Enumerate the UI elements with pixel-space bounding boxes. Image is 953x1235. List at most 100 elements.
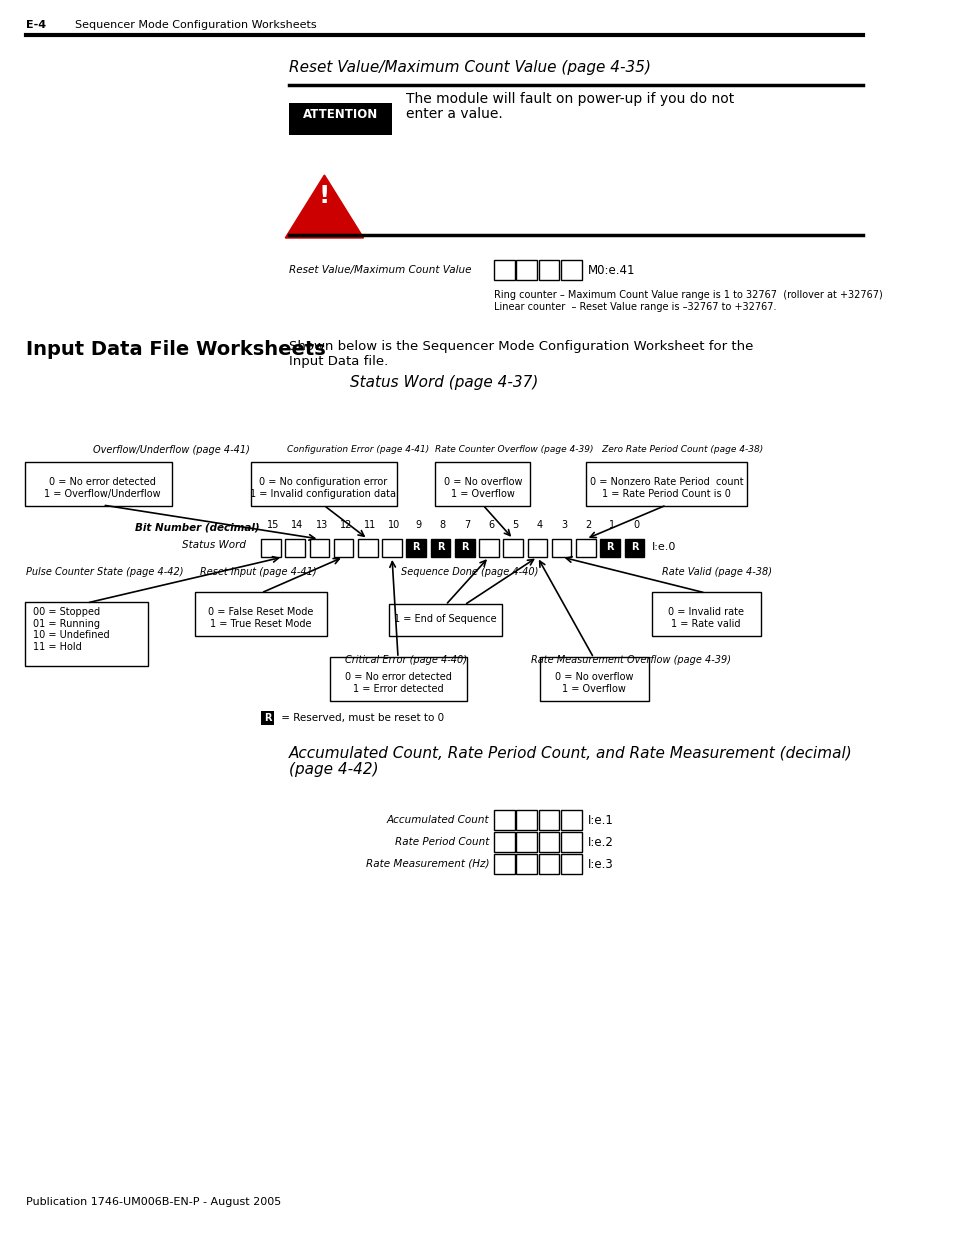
Text: 4: 4 (537, 520, 542, 530)
Text: R: R (630, 542, 638, 552)
Text: Accumulated Count: Accumulated Count (386, 815, 489, 825)
Bar (494, 832, 514, 852)
Text: Pulse Counter State (page 4-42): Pulse Counter State (page 4-42) (26, 567, 183, 577)
Bar (538, 810, 558, 830)
Text: Rate Valid (page 4-38): Rate Valid (page 4-38) (661, 567, 771, 577)
Bar (516, 853, 537, 874)
Bar (527, 538, 547, 557)
FancyBboxPatch shape (251, 462, 396, 506)
Text: 10: 10 (388, 520, 400, 530)
Text: Reset Value/Maximum Count Value: Reset Value/Maximum Count Value (289, 266, 471, 275)
FancyBboxPatch shape (651, 592, 760, 636)
Bar (357, 538, 377, 557)
Text: I:e.0: I:e.0 (651, 542, 676, 552)
Text: ATTENTION: ATTENTION (302, 109, 377, 121)
Bar (538, 261, 558, 280)
Bar (560, 832, 581, 852)
Text: R: R (460, 542, 468, 552)
Text: Input Data file.: Input Data file. (289, 354, 388, 368)
Text: 00 = Stopped
01 = Running
10 = Undefined
11 = Hold: 00 = Stopped 01 = Running 10 = Undefined… (32, 606, 110, 652)
Bar (494, 810, 514, 830)
Text: 12: 12 (339, 520, 352, 530)
FancyBboxPatch shape (388, 604, 502, 636)
Bar (516, 261, 537, 280)
Text: 8: 8 (439, 520, 445, 530)
Text: 0 = Invalid rate
1 = Rate valid: 0 = Invalid rate 1 = Rate valid (667, 606, 743, 629)
Bar (624, 538, 643, 557)
Bar (599, 538, 619, 557)
FancyBboxPatch shape (586, 462, 746, 506)
Text: Reset Value/Maximum Count Value (page 4-35): Reset Value/Maximum Count Value (page 4-… (289, 61, 650, 75)
Bar (285, 538, 305, 557)
Text: 7: 7 (463, 520, 470, 530)
Bar (406, 538, 426, 557)
Text: 0 = False Reset Mode
1 = True Reset Mode: 0 = False Reset Mode 1 = True Reset Mode (208, 606, 314, 629)
FancyBboxPatch shape (435, 462, 530, 506)
Text: Rate Measurement (Hz): Rate Measurement (Hz) (366, 860, 489, 869)
Text: enter a value.: enter a value. (405, 107, 501, 121)
Text: Bit Number (decimal): Bit Number (decimal) (135, 522, 259, 532)
FancyBboxPatch shape (330, 657, 467, 701)
Bar (261, 711, 274, 725)
Text: R: R (606, 542, 613, 552)
Text: Shown below is the Sequencer Mode Configuration Worksheet for the: Shown below is the Sequencer Mode Config… (289, 340, 753, 353)
Bar (309, 538, 329, 557)
Bar (430, 538, 450, 557)
Text: 0 = No overflow
1 = Overflow: 0 = No overflow 1 = Overflow (443, 477, 521, 499)
Text: M0:e.41: M0:e.41 (588, 263, 635, 277)
Text: 2: 2 (584, 520, 591, 530)
Bar (538, 853, 558, 874)
Text: = Reserved, must be reset to 0: = Reserved, must be reset to 0 (277, 713, 443, 722)
FancyBboxPatch shape (25, 601, 148, 666)
Text: Publication 1746-UM006B-EN-P - August 2005: Publication 1746-UM006B-EN-P - August 20… (26, 1197, 281, 1207)
Text: 0: 0 (633, 520, 639, 530)
Text: R: R (436, 542, 444, 552)
Text: Configuration Error (page 4-41)  Rate Counter Overflow (page 4-39)   Zero Rate P: Configuration Error (page 4-41) Rate Cou… (287, 445, 762, 454)
Text: R: R (412, 542, 419, 552)
Text: Status Word: Status Word (182, 540, 246, 550)
Text: 9: 9 (416, 520, 421, 530)
Bar (576, 538, 595, 557)
Text: Critical Error (page 4-40): Critical Error (page 4-40) (345, 655, 466, 664)
Bar (551, 538, 571, 557)
Bar (494, 853, 514, 874)
Bar (261, 538, 280, 557)
Text: 14: 14 (291, 520, 303, 530)
Bar (455, 538, 474, 557)
Bar (289, 103, 391, 135)
Text: Linear counter  – Reset Value range is –32767 to +32767.: Linear counter – Reset Value range is –3… (494, 303, 776, 312)
Text: Ring counter – Maximum Count Value range is 1 to 32767  (rollover at +32767): Ring counter – Maximum Count Value range… (494, 290, 882, 300)
Text: Rate Period Count: Rate Period Count (395, 837, 489, 847)
Polygon shape (285, 175, 363, 238)
Text: Sequence Done (page 4-40): Sequence Done (page 4-40) (400, 567, 537, 577)
FancyBboxPatch shape (25, 462, 172, 506)
Bar (560, 810, 581, 830)
Bar (538, 832, 558, 852)
Bar (560, 261, 581, 280)
Text: R: R (264, 713, 271, 722)
Text: 6: 6 (488, 520, 494, 530)
Bar (516, 832, 537, 852)
Text: Input Data File Worksheets: Input Data File Worksheets (26, 340, 326, 359)
Text: 3: 3 (560, 520, 566, 530)
Text: 1 = End of Sequence: 1 = End of Sequence (394, 614, 497, 624)
Bar (478, 538, 498, 557)
Text: !: ! (318, 184, 330, 207)
Text: Status Word (page 4-37): Status Word (page 4-37) (350, 375, 538, 390)
Bar (334, 538, 353, 557)
Text: Accumulated Count, Rate Period Count, and Rate Measurement (decimal): Accumulated Count, Rate Period Count, an… (289, 745, 852, 760)
Bar (382, 538, 401, 557)
Text: Reset Input (page 4-41): Reset Input (page 4-41) (200, 567, 316, 577)
FancyBboxPatch shape (539, 657, 648, 701)
Text: 0 = No error detected
1 = Overflow/Underflow: 0 = No error detected 1 = Overflow/Under… (44, 477, 161, 499)
Text: 1: 1 (609, 520, 615, 530)
Text: 5: 5 (512, 520, 518, 530)
Text: Rate Measurement Overflow (page 4-39): Rate Measurement Overflow (page 4-39) (531, 655, 731, 664)
Bar (560, 853, 581, 874)
Text: I:e.1: I:e.1 (588, 814, 614, 826)
Text: I:e.2: I:e.2 (588, 836, 614, 848)
Bar (503, 538, 522, 557)
Text: 11: 11 (364, 520, 375, 530)
Bar (516, 810, 537, 830)
Text: Overflow/Underflow (page 4-41): Overflow/Underflow (page 4-41) (93, 445, 250, 454)
